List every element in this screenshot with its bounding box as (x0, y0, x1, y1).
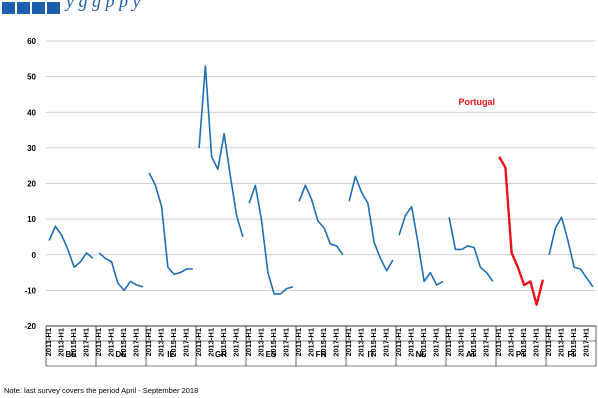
highlight-label: Portugal (459, 97, 496, 107)
x-tick-label: 2013-H1 (357, 328, 366, 357)
series-line-es (248, 184, 294, 295)
x-tick-label: 2017-H1 (382, 328, 391, 357)
x-tick-label: 2013-H1 (407, 328, 416, 357)
x-tick-label: 2015-H1 (519, 328, 528, 357)
x-tick-label: 2013-H1 (257, 328, 266, 357)
category-label: PT (516, 350, 526, 359)
x-tick-label: 2013-H1 (57, 328, 66, 357)
y-tick-label: 60 (27, 37, 36, 46)
category-label: DE (115, 350, 127, 359)
x-tick-label: 2011-H1 (144, 328, 153, 356)
page-title: y g g p p y (66, 0, 141, 11)
x-tick-label: 2015-H1 (369, 328, 378, 357)
category-label: GR (215, 350, 227, 359)
series-line-be (48, 225, 94, 269)
category-label: IT (367, 350, 374, 359)
x-tick-label: 2017-H1 (82, 328, 91, 357)
y-tick-label: 20 (27, 180, 36, 189)
x-tick-label: 2011-H1 (244, 328, 253, 356)
x-tick-label: 2011-H1 (494, 328, 503, 356)
x-tick-label: 2017-H1 (282, 328, 291, 357)
x-tick-label: 2013-H1 (457, 328, 466, 357)
y-tick-label: 50 (27, 73, 36, 82)
x-tick-label: 2017-H1 (532, 328, 541, 357)
logo-block-4 (47, 2, 60, 14)
x-tick-label: 2013-H1 (157, 328, 166, 357)
y-tick-label: 40 (27, 108, 36, 117)
logo-block-3 (32, 2, 45, 14)
y-tick-label: 10 (27, 215, 36, 224)
y-tick-label: -20 (24, 322, 36, 331)
x-tick-label: 2015-H1 (69, 328, 78, 357)
x-tick-label: 2017-H1 (332, 328, 341, 357)
x-tick-label: 2015-H1 (169, 328, 178, 357)
footnote: Note: last survey covers the period Apri… (4, 386, 199, 395)
x-tick-label: 2013-H1 (207, 328, 216, 357)
x-tick-label: 2011-H1 (94, 328, 103, 356)
x-tick-label: 2017-H1 (132, 328, 141, 357)
x-tick-label: 2015-H1 (569, 328, 578, 357)
series-line-gr (198, 65, 244, 238)
series-line-nl (398, 205, 444, 286)
logo-block-2 (17, 2, 30, 14)
x-tick-label: 2017-H1 (182, 328, 191, 357)
y-tick-label: -10 (24, 286, 36, 295)
y-tick-label: 30 (27, 144, 36, 153)
series-group (48, 65, 594, 306)
x-tick-label: 2017-H1 (582, 328, 591, 357)
x-tick-label: 2011-H1 (194, 328, 203, 356)
y-tick-label: 0 (32, 251, 37, 260)
category-label: FI (567, 350, 574, 359)
series-line-ie (148, 172, 193, 276)
x-tick-label: 2017-H1 (232, 328, 241, 357)
category-label: BE (65, 350, 77, 359)
category-label: FR (316, 350, 327, 359)
series-line-de (98, 252, 144, 292)
series-line-it (348, 175, 394, 272)
x-tick-label: 2015-H1 (419, 328, 428, 357)
x-tick-label: 2011-H1 (444, 328, 453, 356)
x-tick-label: 2017-H1 (432, 328, 441, 357)
x-tick-label: 2011-H1 (344, 328, 353, 356)
gridlines (46, 40, 596, 327)
series-line-fr (298, 184, 344, 256)
x-tick-label: 2013-H1 (507, 328, 516, 357)
category-label: NL (416, 350, 427, 359)
category-label: AT (466, 350, 476, 359)
series-line-pt (498, 156, 545, 306)
category-label: ES (266, 350, 277, 359)
x-tick-label: 2017-H1 (482, 328, 491, 357)
x-tick-label: 2011-H1 (44, 328, 53, 356)
x-tick-label: 2013-H1 (557, 328, 566, 357)
series-line-fi (548, 216, 594, 288)
x-tick-label: 2013-H1 (107, 328, 116, 357)
annotation-group: Portugal (459, 97, 496, 107)
x-tick-label: 2011-H1 (394, 328, 403, 356)
series-line-at (448, 217, 494, 282)
x-tick-label: 2015-H1 (319, 328, 328, 357)
x-tick-label: 2015-H1 (269, 328, 278, 357)
x-tick-label: 2015-H1 (219, 328, 228, 357)
x-tick-label: 2015-H1 (119, 328, 128, 357)
logo-block-1 (2, 2, 15, 14)
x-tick-label: 2011-H1 (544, 328, 553, 356)
x-tick-label: 2015-H1 (469, 328, 478, 357)
category-label: IE (167, 350, 175, 359)
y-axis: -20 -10 0 10 20 30 40 50 60 (24, 37, 36, 331)
x-tick-label: 2013-H1 (307, 328, 316, 357)
x-tick-label: 2011-H1 (294, 328, 303, 356)
